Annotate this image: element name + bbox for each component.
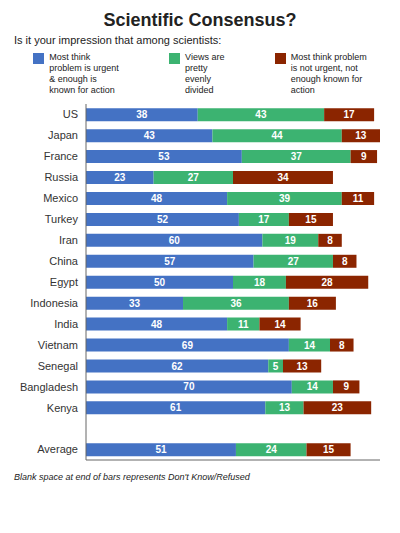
svg-text:17: 17 — [258, 214, 270, 225]
svg-text:15: 15 — [323, 444, 335, 455]
svg-text:14: 14 — [304, 340, 316, 351]
svg-text:Kenya: Kenya — [47, 402, 79, 414]
svg-text:52: 52 — [157, 214, 169, 225]
svg-text:24: 24 — [266, 444, 278, 455]
svg-text:Indonesia: Indonesia — [30, 297, 79, 309]
svg-text:27: 27 — [188, 172, 200, 183]
svg-text:Japan: Japan — [48, 129, 78, 141]
svg-text:50: 50 — [154, 277, 166, 288]
svg-text:Mexico: Mexico — [43, 192, 78, 204]
svg-text:34: 34 — [277, 172, 289, 183]
html-text:Most think problem is urgent &: Most think problem is urgent & enough is… — [49, 52, 119, 95]
svg-text:37: 37 — [291, 151, 303, 162]
svg-text:19: 19 — [285, 235, 297, 246]
svg-text:23: 23 — [114, 172, 126, 183]
svg-text:Turkey: Turkey — [45, 213, 79, 225]
svg-text:44: 44 — [272, 130, 284, 141]
svg-text:51: 51 — [155, 444, 167, 455]
html-text:Is it your impression that amo: Is it your impression that among scienti… — [14, 34, 222, 46]
svg-text:61: 61 — [170, 402, 182, 413]
svg-text:India: India — [54, 318, 79, 330]
svg-text:11: 11 — [238, 319, 249, 330]
svg-text:14: 14 — [307, 381, 319, 392]
svg-text:Russia: Russia — [44, 171, 79, 183]
svg-text:Egypt: Egypt — [50, 276, 78, 288]
html-text:Most think problem is not urge: Most think problem is not urgent, not en… — [290, 52, 367, 95]
svg-text:US: US — [63, 108, 78, 120]
svg-text:Bangladesh: Bangladesh — [20, 381, 78, 393]
html-text:Views are pretty evenly divide: Views are pretty evenly divided — [185, 52, 225, 95]
svg-text:43: 43 — [255, 109, 267, 120]
svg-text:13: 13 — [297, 361, 309, 372]
svg-text:13: 13 — [279, 402, 291, 413]
svg-text:53: 53 — [158, 151, 170, 162]
svg-text:57: 57 — [164, 256, 176, 267]
svg-text:8: 8 — [327, 235, 333, 246]
svg-text:28: 28 — [322, 277, 334, 288]
svg-text:9: 9 — [343, 381, 349, 392]
svg-text:8: 8 — [339, 340, 345, 351]
svg-text:15: 15 — [305, 214, 317, 225]
svg-text:Iran: Iran — [59, 234, 78, 246]
svg-text:9: 9 — [361, 151, 367, 162]
svg-text:China: China — [49, 255, 79, 267]
svg-text:18: 18 — [254, 277, 266, 288]
svg-text:62: 62 — [172, 361, 184, 372]
svg-text:69: 69 — [182, 340, 194, 351]
html-text:Blank space at end of bars rep: Blank space at end of bars represents Do… — [14, 472, 250, 482]
svg-text:8: 8 — [342, 256, 348, 267]
svg-text:Vietnam: Vietnam — [38, 339, 78, 351]
svg-text:11: 11 — [353, 193, 364, 204]
svg-text:14: 14 — [274, 319, 286, 330]
svg-text:38: 38 — [136, 109, 148, 120]
svg-text:16: 16 — [307, 298, 319, 309]
svg-text:48: 48 — [151, 319, 163, 330]
svg-text:70: 70 — [183, 381, 195, 392]
svg-text:39: 39 — [279, 193, 291, 204]
svg-text:5: 5 — [273, 361, 279, 372]
svg-text:43: 43 — [144, 130, 156, 141]
svg-text:France: France — [44, 150, 78, 162]
html-text:Scientific Consensus?: Scientific Consensus? — [103, 10, 297, 30]
svg-text:17: 17 — [344, 109, 356, 120]
svg-text:Average: Average — [37, 443, 78, 455]
svg-text:13: 13 — [355, 130, 367, 141]
svg-text:23: 23 — [332, 402, 344, 413]
svg-text:60: 60 — [169, 235, 181, 246]
svg-text:36: 36 — [230, 298, 242, 309]
svg-text:48: 48 — [151, 193, 163, 204]
svg-text:27: 27 — [288, 256, 300, 267]
svg-text:Senegal: Senegal — [38, 360, 78, 372]
svg-text:33: 33 — [129, 298, 141, 309]
